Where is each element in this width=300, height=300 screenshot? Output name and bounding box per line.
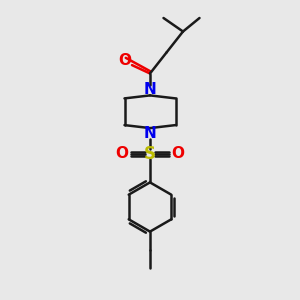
Text: N: N [144, 126, 156, 141]
Text: S: S [144, 145, 156, 163]
Text: O: O [172, 146, 185, 161]
Text: O: O [115, 146, 128, 161]
Text: O: O [118, 53, 131, 68]
Text: N: N [144, 82, 156, 98]
